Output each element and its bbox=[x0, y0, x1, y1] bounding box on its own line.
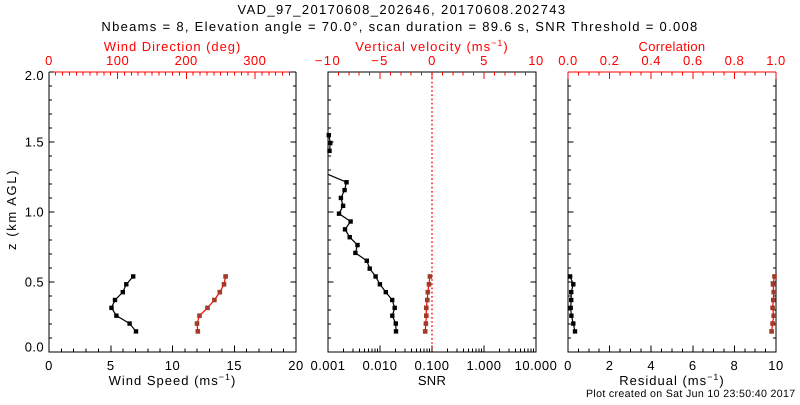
svg-text:2: 2 bbox=[606, 358, 614, 373]
svg-text:Vertical velocity (ms−1): Vertical velocity (ms−1) bbox=[355, 38, 508, 54]
svg-text:1.5: 1.5 bbox=[25, 135, 44, 150]
svg-text:1.000: 1.000 bbox=[466, 358, 501, 373]
svg-text:10: 10 bbox=[768, 358, 783, 373]
svg-text:1.0: 1.0 bbox=[766, 53, 786, 68]
svg-text:0.2: 0.2 bbox=[600, 53, 620, 68]
svg-text:SNR: SNR bbox=[418, 373, 446, 388]
svg-text:1.0: 1.0 bbox=[25, 205, 44, 220]
svg-text:0: 0 bbox=[45, 358, 53, 373]
svg-text:300: 300 bbox=[243, 53, 266, 68]
svg-text:8: 8 bbox=[731, 358, 739, 373]
svg-text:10.000: 10.000 bbox=[515, 358, 558, 373]
svg-text:0.5: 0.5 bbox=[25, 275, 44, 290]
svg-text:VAD_97_20170608_202646, 201706: VAD_97_20170608_202646, 20170608.202743 bbox=[237, 2, 566, 17]
svg-text:0.010: 0.010 bbox=[362, 358, 397, 373]
svg-text:200: 200 bbox=[175, 53, 198, 68]
svg-text:Nbeams = 8, Elevation angle =: Nbeams = 8, Elevation angle = 70.0°, sca… bbox=[101, 19, 698, 34]
svg-text:10: 10 bbox=[165, 358, 180, 373]
svg-text:6: 6 bbox=[689, 358, 697, 373]
svg-text:0.100: 0.100 bbox=[414, 358, 449, 373]
svg-text:−10: −10 bbox=[315, 53, 342, 68]
svg-text:Correlation: Correlation bbox=[639, 39, 706, 54]
svg-text:Wind Direction (deg): Wind Direction (deg) bbox=[104, 39, 242, 54]
svg-text:10: 10 bbox=[528, 53, 543, 68]
svg-text:100: 100 bbox=[106, 53, 129, 68]
svg-text:2.0: 2.0 bbox=[25, 68, 44, 83]
svg-text:15: 15 bbox=[227, 358, 242, 373]
svg-text:0.4: 0.4 bbox=[641, 53, 661, 68]
svg-text:0.6: 0.6 bbox=[683, 53, 703, 68]
svg-text:20: 20 bbox=[288, 358, 303, 373]
svg-text:z (km AGL): z (km AGL) bbox=[4, 169, 19, 250]
svg-text:5: 5 bbox=[107, 358, 115, 373]
svg-text:4: 4 bbox=[647, 358, 655, 373]
svg-text:Residual (ms−1): Residual (ms−1) bbox=[619, 372, 724, 388]
svg-text:0.001: 0.001 bbox=[310, 358, 345, 373]
svg-text:0: 0 bbox=[564, 358, 572, 373]
svg-text:0.8: 0.8 bbox=[725, 53, 745, 68]
svg-text:0: 0 bbox=[428, 53, 436, 68]
svg-text:5: 5 bbox=[480, 53, 488, 68]
svg-text:−5: −5 bbox=[371, 53, 389, 68]
svg-text:0.0: 0.0 bbox=[25, 340, 44, 355]
svg-text:Wind Speed (ms−1): Wind Speed (ms−1) bbox=[109, 372, 237, 388]
svg-text:Plot created on Sat Jun 10 23:: Plot created on Sat Jun 10 23:50:40 2017 bbox=[586, 388, 796, 400]
svg-text:0.0: 0.0 bbox=[558, 53, 578, 68]
svg-text:0: 0 bbox=[45, 53, 53, 68]
